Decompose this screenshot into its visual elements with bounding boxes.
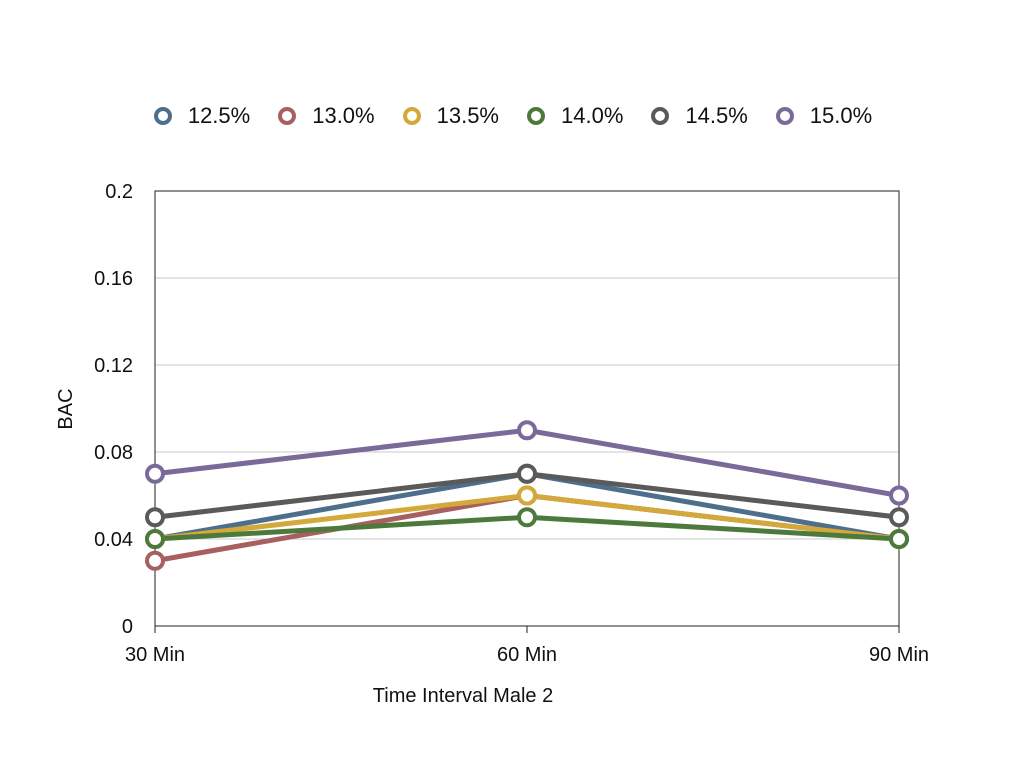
legend-marker-icon: [775, 107, 794, 125]
legend-item: 14.0%: [525, 103, 623, 129]
legend-marker-icon: [402, 107, 421, 125]
legend-label: 14.0%: [561, 103, 624, 128]
y-tick-label: 0.2: [105, 181, 133, 203]
legend-label: 12.5%: [187, 103, 251, 128]
data-point: [517, 463, 537, 484]
x-tick-label: 60 Min: [497, 644, 557, 666]
legend-marker-icon: [278, 107, 297, 125]
legend-marker-icon: [153, 107, 172, 125]
y-tick-label: 0.04: [94, 529, 133, 551]
legend-item: 13.5%: [401, 103, 499, 129]
y-tick-label: 0: [122, 616, 133, 638]
data-point: [517, 485, 537, 506]
y-tick-label: 0.08: [94, 442, 133, 464]
legend-item: 13.0%: [276, 103, 375, 129]
data-point: [889, 529, 909, 549]
chart-legend: 12.5% 13.0% 13.5% 14.0% 14.5% 15.0%: [0, 96, 1024, 136]
legend-marker-icon: [527, 107, 545, 125]
legend-item: 15.0%: [774, 103, 872, 129]
data-point: [145, 507, 165, 528]
legend-label: 15.0%: [809, 103, 873, 128]
legend-marker-icon: [651, 107, 670, 125]
y-axis-title: BAC: [55, 388, 77, 429]
legend-label: 14.5%: [685, 103, 748, 128]
x-tick-label: 30 Min: [125, 644, 185, 666]
data-point: [145, 463, 165, 484]
data-point: [889, 507, 909, 528]
legend-label: 13.0%: [312, 103, 375, 128]
legend-item: 12.5%: [152, 103, 250, 129]
data-point: [889, 485, 909, 506]
data-point: [517, 420, 537, 441]
data-point: [517, 507, 537, 528]
data-point: [145, 550, 165, 571]
plot-area-frame: [154, 190, 900, 627]
legend-item: 14.5%: [649, 103, 748, 129]
x-tick-label: 90 Min: [869, 644, 929, 666]
data-point: [145, 529, 165, 549]
y-tick-label: 0.12: [94, 355, 133, 377]
legend-label: 13.5%: [436, 103, 499, 128]
x-axis-title: Time Interval Male 2: [373, 685, 553, 707]
y-tick-label: 0.16: [94, 268, 133, 290]
